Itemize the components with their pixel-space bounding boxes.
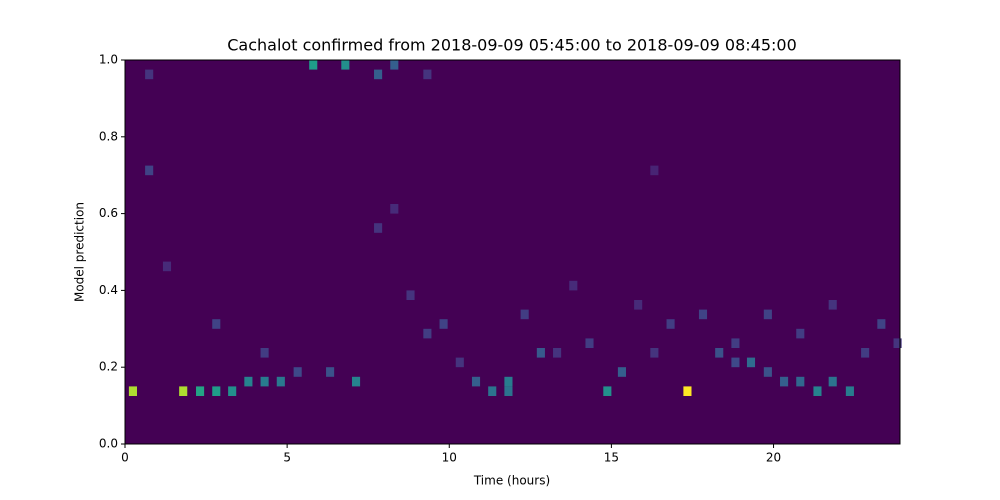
x-tick-label: 0 <box>121 451 129 465</box>
heatmap-cell <box>650 348 659 358</box>
heatmap-cell <box>228 386 237 396</box>
heatmap-cell <box>293 367 302 377</box>
heatmap-cell <box>439 319 448 329</box>
heatmap-cell <box>423 69 432 80</box>
heatmap-cell <box>196 386 205 396</box>
heatmap-cell <box>162 261 172 272</box>
y-tick-label: 0.2 <box>99 360 118 374</box>
heatmap-cell <box>603 386 612 396</box>
heatmap-cell <box>326 367 335 377</box>
heatmap-cell <box>390 204 399 214</box>
y-tick-label: 1.0 <box>99 53 118 67</box>
x-tick-label: 15 <box>604 451 619 465</box>
heatmap <box>125 60 902 444</box>
heatmap-cell <box>813 386 822 396</box>
heatmap-cell <box>698 309 708 320</box>
heatmap-cell <box>455 357 464 368</box>
y-tick-label: 0.0 <box>99 437 118 451</box>
heatmap-cell <box>617 367 626 377</box>
x-tick-label: 20 <box>766 451 781 465</box>
y-tick-label: 0.8 <box>99 129 118 143</box>
heatmap-cell <box>796 376 805 387</box>
x-axis-label: Time (hours) <box>473 474 550 488</box>
heatmap-cell <box>634 300 643 310</box>
heatmap-cell <box>683 386 692 396</box>
heatmap-cell <box>504 386 513 396</box>
heatmap-cell <box>828 300 837 310</box>
heatmap-cell <box>746 357 756 368</box>
heatmap-cell <box>374 69 383 80</box>
heatmap-cell <box>471 376 481 387</box>
heatmap-cell <box>731 357 740 368</box>
x-tick-label: 10 <box>442 451 457 465</box>
heatmap-cell <box>351 376 361 387</box>
x-tick-label: 5 <box>283 451 291 465</box>
heatmap-cell <box>145 69 154 80</box>
y-tick-label: 0.6 <box>99 206 118 220</box>
heatmap-cell <box>569 280 578 291</box>
heatmap-cell <box>423 328 432 339</box>
heatmap-cell <box>244 376 253 387</box>
y-axis-label: Model prediction <box>73 202 87 302</box>
heatmap-cell <box>553 348 562 358</box>
plot-frame <box>124 59 901 445</box>
heatmap-cell <box>731 338 740 348</box>
heatmap-cell <box>406 290 415 300</box>
heatmap-cell <box>179 386 188 396</box>
heatmap-cell <box>536 348 545 358</box>
heatmap-cell <box>390 60 399 70</box>
heatmap-cell <box>341 60 350 70</box>
y-tick-label: 0.4 <box>99 283 118 297</box>
heatmap-cell <box>861 348 870 358</box>
heatmap-cell <box>877 319 886 329</box>
heatmap-cell <box>520 309 529 320</box>
heatmap-cell <box>780 376 789 387</box>
heatmap-cell <box>260 376 269 387</box>
heatmap-cell <box>893 338 902 348</box>
heatmap-cell <box>666 319 675 329</box>
heatmap-cell <box>212 319 221 329</box>
chart-title: Cachalot confirmed from 2018-09-09 05:45… <box>227 36 797 55</box>
heatmap-cell <box>276 376 285 387</box>
heatmap-cell <box>145 165 154 176</box>
heatmap-cell <box>650 165 659 176</box>
heatmap-cell <box>585 338 594 348</box>
heatmap-cell <box>715 348 724 358</box>
heatmap-cell <box>796 328 805 339</box>
heatmap-cell <box>260 348 269 358</box>
heatmap-cell <box>128 386 137 396</box>
heatmap-cell <box>828 376 837 387</box>
heatmap-cell <box>488 386 497 396</box>
heatmap-cell <box>212 386 221 396</box>
heatmap-cell <box>763 309 772 320</box>
heatmap-cell <box>309 60 318 70</box>
heatmap-cell <box>374 223 383 233</box>
heatmap-cell <box>845 386 854 396</box>
heatmap-cell <box>763 367 772 377</box>
heatmap-cell <box>504 376 513 387</box>
